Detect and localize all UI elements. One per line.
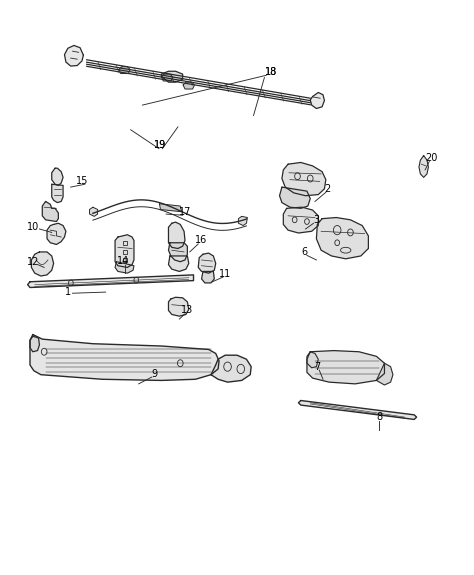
Text: 2: 2 <box>325 184 331 194</box>
Text: 8: 8 <box>377 412 383 422</box>
Polygon shape <box>168 243 187 262</box>
Text: 14: 14 <box>117 256 129 266</box>
Polygon shape <box>211 355 251 382</box>
Polygon shape <box>376 363 393 385</box>
Polygon shape <box>168 222 185 248</box>
Polygon shape <box>115 235 134 267</box>
Polygon shape <box>52 168 63 185</box>
Polygon shape <box>419 156 428 177</box>
Polygon shape <box>282 163 326 196</box>
Text: 3: 3 <box>313 215 319 225</box>
Polygon shape <box>299 401 417 419</box>
Text: 1: 1 <box>65 287 71 297</box>
Text: 19: 19 <box>155 140 166 150</box>
Polygon shape <box>161 74 173 81</box>
Text: 10: 10 <box>27 222 39 232</box>
Polygon shape <box>198 253 216 273</box>
Text: 12: 12 <box>27 257 39 267</box>
Polygon shape <box>307 351 384 384</box>
Text: 11: 11 <box>219 269 231 279</box>
Polygon shape <box>64 45 83 66</box>
Polygon shape <box>307 352 318 368</box>
Polygon shape <box>119 67 130 74</box>
Polygon shape <box>115 262 134 273</box>
Text: 9: 9 <box>151 369 157 378</box>
Polygon shape <box>30 336 39 352</box>
Text: 18: 18 <box>265 67 277 77</box>
Text: 13: 13 <box>181 305 193 316</box>
Polygon shape <box>90 207 98 216</box>
Polygon shape <box>280 187 310 208</box>
Polygon shape <box>159 204 182 212</box>
Polygon shape <box>27 275 193 288</box>
Polygon shape <box>317 217 368 259</box>
Polygon shape <box>42 201 58 221</box>
Polygon shape <box>161 71 182 82</box>
Polygon shape <box>201 271 214 283</box>
Text: 7: 7 <box>314 362 320 371</box>
Polygon shape <box>183 82 194 89</box>
Polygon shape <box>47 223 66 244</box>
Text: 16: 16 <box>194 236 207 246</box>
Polygon shape <box>30 335 219 381</box>
Polygon shape <box>238 216 247 225</box>
Text: 20: 20 <box>426 153 438 163</box>
Polygon shape <box>52 184 63 202</box>
Text: 6: 6 <box>301 247 307 257</box>
Polygon shape <box>168 256 189 271</box>
Text: 19: 19 <box>155 140 166 150</box>
Polygon shape <box>310 93 324 109</box>
Polygon shape <box>283 207 318 233</box>
Text: 18: 18 <box>265 67 277 77</box>
Text: 17: 17 <box>179 207 191 217</box>
Text: 15: 15 <box>76 176 88 186</box>
Polygon shape <box>168 297 189 316</box>
Polygon shape <box>31 252 54 276</box>
